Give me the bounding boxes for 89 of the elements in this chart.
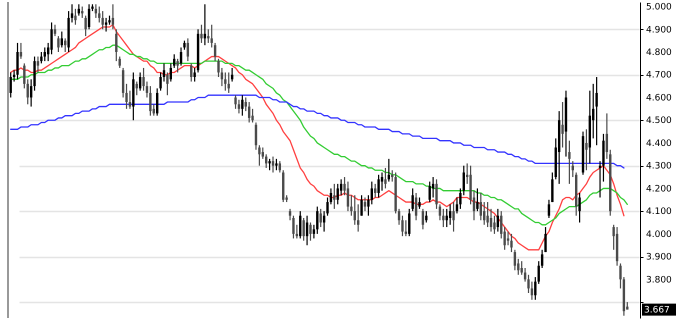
candlestick xyxy=(10,72,12,98)
y-tick-label: 4.000 xyxy=(646,230,672,240)
candlestick xyxy=(60,30,63,48)
candlestick xyxy=(595,76,598,146)
candlestick xyxy=(278,160,282,174)
candlestick xyxy=(44,46,46,62)
candlestick xyxy=(57,36,60,53)
candlestick xyxy=(94,4,98,19)
candlestick xyxy=(578,192,581,224)
candlestick xyxy=(268,158,271,171)
candlestick xyxy=(422,208,424,230)
candlestick xyxy=(156,88,158,116)
y-tick-label: 4.100 xyxy=(646,207,672,218)
y-tick-label: 4.300 xyxy=(646,162,672,172)
text: 3.667 xyxy=(644,306,670,316)
candlestick xyxy=(388,158,390,182)
candlestick xyxy=(230,67,234,82)
candlestick xyxy=(302,217,305,242)
candlestick xyxy=(299,210,302,240)
candlestick xyxy=(88,4,90,30)
candlestick xyxy=(204,4,206,46)
candlestick xyxy=(374,183,376,198)
y-tick-label: 3.800 xyxy=(646,275,672,286)
candlestick xyxy=(476,188,479,212)
candlestick xyxy=(190,62,192,82)
candlestick xyxy=(480,192,482,221)
candlestick xyxy=(136,80,138,96)
candlestick xyxy=(238,99,240,114)
y-tick-label: 4.500 xyxy=(646,116,672,126)
candlestick xyxy=(336,183,339,205)
y-tick-label: 4.400 xyxy=(646,138,672,149)
y-tick-label: 5.000 xyxy=(646,2,672,13)
candlestick xyxy=(248,101,250,124)
candlestick xyxy=(112,4,114,30)
candlestick xyxy=(448,204,452,226)
candlestick xyxy=(176,58,179,74)
candlestick xyxy=(64,38,66,53)
y-tick-label: 3.900 xyxy=(646,252,672,263)
candlestick xyxy=(104,17,108,32)
candlestick xyxy=(585,128,588,171)
candlestick xyxy=(442,208,445,228)
candlestick xyxy=(228,72,230,94)
candlestick xyxy=(20,42,22,60)
candlestick xyxy=(360,194,363,216)
candlestick xyxy=(149,86,152,116)
candlestick xyxy=(404,220,408,237)
candlestick xyxy=(333,183,336,210)
candlestick xyxy=(81,6,84,19)
candlestick xyxy=(408,208,410,237)
candlestick xyxy=(452,201,455,232)
candlestick xyxy=(224,72,227,92)
y-tick-label: 4.700 xyxy=(646,70,672,81)
candlestick xyxy=(316,206,318,234)
candlestick xyxy=(320,208,322,228)
candlestick xyxy=(514,249,516,271)
candlestick xyxy=(74,8,77,26)
candlestick xyxy=(561,101,564,148)
candlestick xyxy=(486,201,489,228)
y-tick-label: 4.800 xyxy=(646,48,672,58)
candlestick xyxy=(183,40,186,50)
y-tick-label: 4.900 xyxy=(646,25,672,36)
candlestick xyxy=(40,51,43,64)
candlestick xyxy=(568,140,571,184)
candlestick xyxy=(446,208,448,228)
candlestick xyxy=(170,62,172,82)
candlestick xyxy=(322,210,326,232)
candlestick xyxy=(384,167,387,190)
candlestick xyxy=(108,15,111,26)
candlestick xyxy=(306,215,308,246)
y-tick-label: 4.200 xyxy=(646,184,672,194)
candlestick xyxy=(207,28,210,44)
candlestick xyxy=(275,158,278,171)
y-tick-label: 4.600 xyxy=(646,93,672,104)
candlestick xyxy=(186,38,190,62)
candlestick xyxy=(496,208,500,232)
candlestick xyxy=(166,72,169,96)
candlestick xyxy=(241,94,244,116)
candlestick xyxy=(428,180,431,203)
candlestick xyxy=(598,160,602,198)
candlestick xyxy=(101,10,104,30)
candlestick xyxy=(78,4,80,16)
candlestick xyxy=(84,15,87,37)
candlestick xyxy=(138,72,142,92)
candlestick xyxy=(115,28,118,62)
candlestick xyxy=(411,188,414,212)
candlestick xyxy=(432,176,434,198)
candlestick xyxy=(425,210,428,224)
candlestick xyxy=(377,174,380,198)
candlestick xyxy=(414,192,418,221)
